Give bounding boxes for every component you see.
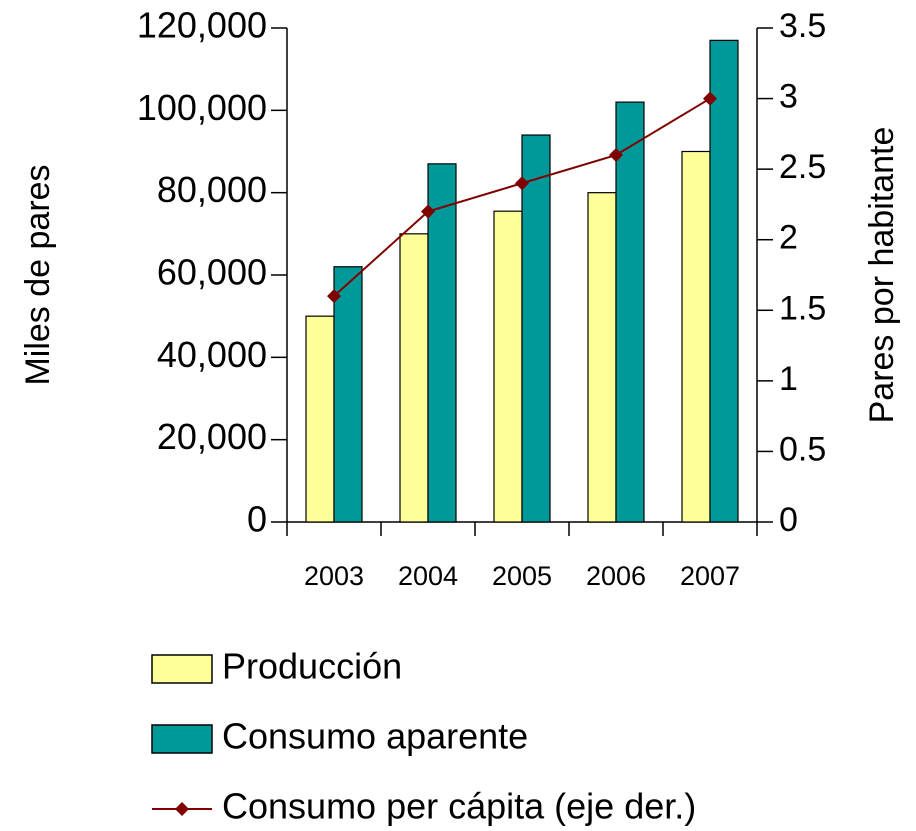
point <box>609 148 623 163</box>
y-axis-label: Miles de pares <box>19 164 57 385</box>
legend-swatch <box>151 654 213 684</box>
legend-label: Consumo aparente <box>222 716 528 757</box>
bar <box>615 101 645 523</box>
y2-tick-label: 3.5 <box>779 7 826 45</box>
y-tick-label: 80,000 <box>157 169 267 210</box>
bar <box>709 39 739 523</box>
point <box>421 204 435 219</box>
y2-tick-label: 0.5 <box>779 430 826 468</box>
point <box>327 289 341 304</box>
y-tick-label: 0 <box>247 499 267 540</box>
point <box>515 176 529 191</box>
y2-tick-label: 1.5 <box>779 289 826 327</box>
bar <box>493 210 523 523</box>
x-tick-label: 2007 <box>680 561 740 591</box>
bar <box>681 150 711 523</box>
bar <box>305 315 335 523</box>
y2-tick-label: 3 <box>779 78 798 116</box>
y-tick-label: 40,000 <box>157 334 267 375</box>
legend-label: Consumo per cápita (eje der.) <box>222 786 696 827</box>
point <box>703 91 717 106</box>
bar <box>521 134 551 523</box>
bar <box>427 163 457 523</box>
y-tick-label: 100,000 <box>137 87 267 128</box>
y-tick-label: 60,000 <box>157 252 267 293</box>
x-tick-label: 2005 <box>492 561 552 591</box>
y2-axis-label: Pares por habitante <box>863 127 901 424</box>
x-tick-label: 2003 <box>304 561 364 591</box>
legend-marker <box>175 802 189 816</box>
y-tick-label: 20,000 <box>157 416 267 457</box>
x-tick-label: 2006 <box>586 561 646 591</box>
y-tick-label: 120,000 <box>137 5 267 46</box>
bar <box>587 192 617 523</box>
legend-label: Producción <box>222 646 402 687</box>
y2-tick-label: 1 <box>779 360 798 398</box>
y2-tick-label: 2.5 <box>779 148 826 186</box>
y2-tick-label: 0 <box>779 501 798 539</box>
x-tick-label: 2004 <box>398 561 458 591</box>
y2-tick-label: 2 <box>779 219 798 257</box>
bar <box>399 233 429 523</box>
bar <box>333 266 363 523</box>
legend-swatch <box>151 724 213 754</box>
